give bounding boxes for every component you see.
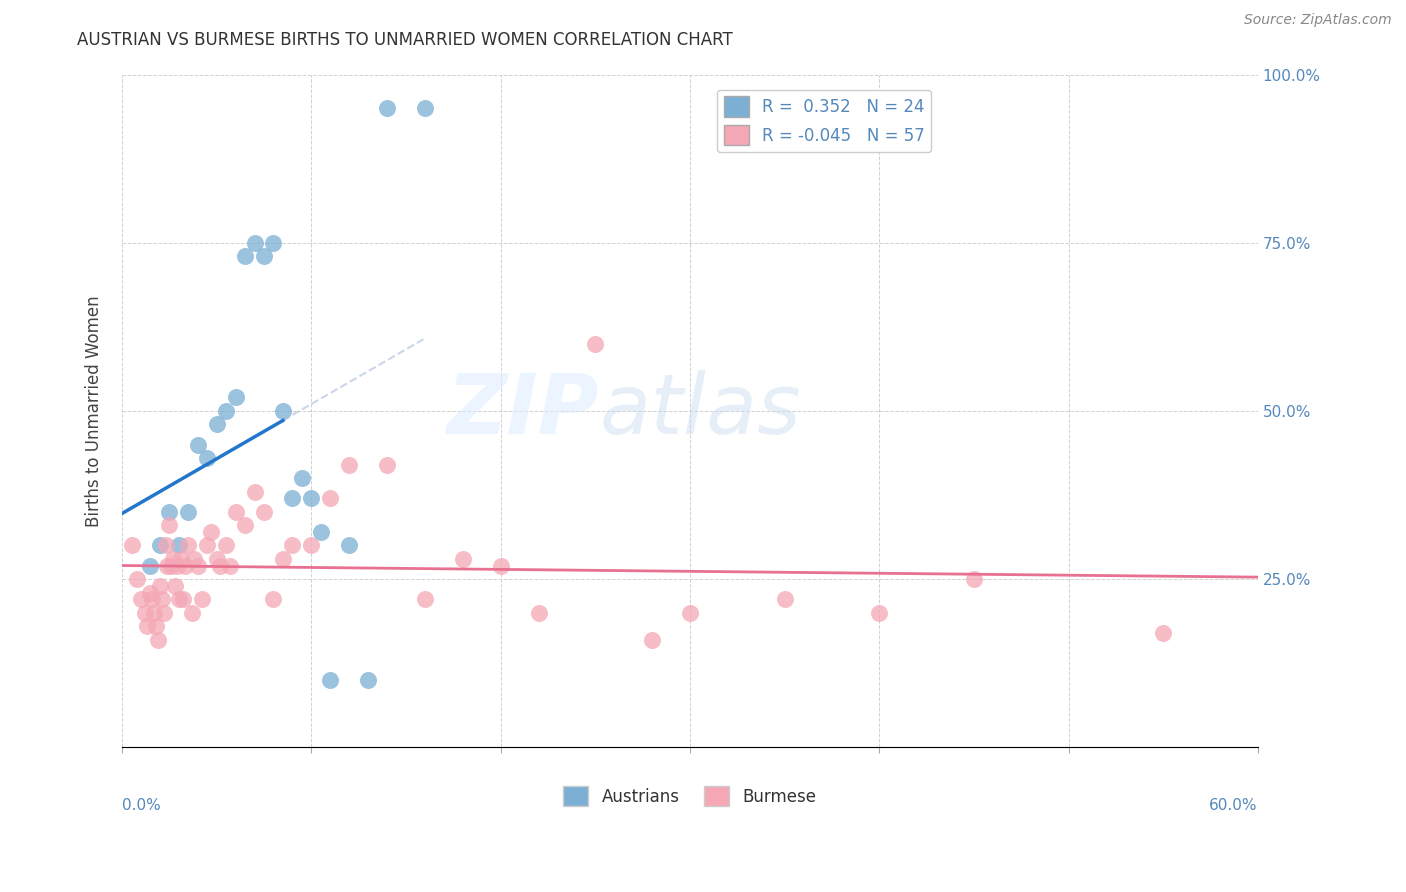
Point [1152, 626, 1174, 640]
Point [299, 491, 322, 506]
Point [172, 592, 194, 607]
Point [141, 592, 163, 607]
Point [165, 579, 187, 593]
Point [200, 524, 222, 539]
Text: AUSTRIAN VS BURMESE BIRTHS TO UNMARRIED WOMEN CORRELATION CHART: AUSTRIAN VS BURMESE BIRTHS TO UNMARRIED … [77, 31, 733, 49]
Point [209, 558, 232, 573]
Point [183, 552, 205, 566]
Point [139, 585, 162, 599]
Point [281, 491, 304, 506]
Point [195, 539, 218, 553]
Point [156, 558, 179, 573]
Text: ZIP: ZIP [447, 370, 599, 451]
Point [773, 592, 796, 607]
Point [225, 391, 247, 405]
Point [271, 552, 294, 566]
Point [319, 673, 342, 687]
Point [150, 592, 173, 607]
Text: Source: ZipAtlas.com: Source: ZipAtlas.com [1244, 13, 1392, 28]
Point [243, 235, 266, 250]
Point [181, 606, 204, 620]
Text: 60.0%: 60.0% [1209, 797, 1258, 813]
Point [157, 518, 180, 533]
Point [149, 539, 172, 553]
Point [121, 539, 143, 553]
Point [129, 592, 152, 607]
Point [162, 552, 184, 566]
Point [127, 572, 149, 586]
Point [215, 539, 238, 553]
Point [160, 558, 183, 573]
Point [135, 619, 157, 633]
Y-axis label: Births to Unmarried Women: Births to Unmarried Women [86, 295, 103, 527]
Point [357, 673, 380, 687]
Point [167, 539, 190, 553]
Point [309, 524, 332, 539]
Point [413, 101, 436, 115]
Point [641, 632, 664, 647]
Point [195, 450, 218, 465]
Text: 0.0%: 0.0% [122, 797, 160, 813]
Point [375, 458, 398, 472]
Point [489, 558, 512, 573]
Point [281, 539, 304, 553]
Point [337, 539, 360, 553]
Point [152, 606, 174, 620]
Point [263, 235, 285, 250]
Point [291, 471, 314, 485]
Point [271, 404, 294, 418]
Point [177, 505, 200, 519]
Point [319, 491, 342, 506]
Point [205, 417, 228, 432]
Point [139, 558, 162, 573]
Text: atlas: atlas [599, 370, 800, 451]
Point [215, 404, 238, 418]
Point [190, 592, 212, 607]
Point [233, 249, 256, 263]
Point [134, 606, 156, 620]
Point [233, 518, 256, 533]
Point [868, 606, 890, 620]
Point [177, 539, 200, 553]
Point [253, 249, 276, 263]
Point [205, 552, 228, 566]
Point [451, 552, 474, 566]
Point [187, 437, 209, 451]
Point [157, 505, 180, 519]
Point [963, 572, 986, 586]
Point [337, 458, 360, 472]
Point [166, 558, 188, 573]
Point [375, 101, 398, 115]
Legend: Austrians, Burmese: Austrians, Burmese [557, 780, 824, 813]
Point [145, 619, 167, 633]
Point [299, 539, 322, 553]
Point [187, 558, 209, 573]
Point [143, 606, 166, 620]
Point [413, 592, 436, 607]
Point [149, 579, 172, 593]
Point [253, 505, 276, 519]
Point [679, 606, 702, 620]
Point [155, 539, 177, 553]
Point [219, 558, 242, 573]
Point [263, 592, 285, 607]
Point [243, 484, 266, 499]
Point [173, 558, 195, 573]
Point [225, 505, 247, 519]
Point [146, 632, 169, 647]
Point [167, 592, 190, 607]
Point [583, 336, 606, 351]
Point [170, 552, 193, 566]
Point [527, 606, 550, 620]
